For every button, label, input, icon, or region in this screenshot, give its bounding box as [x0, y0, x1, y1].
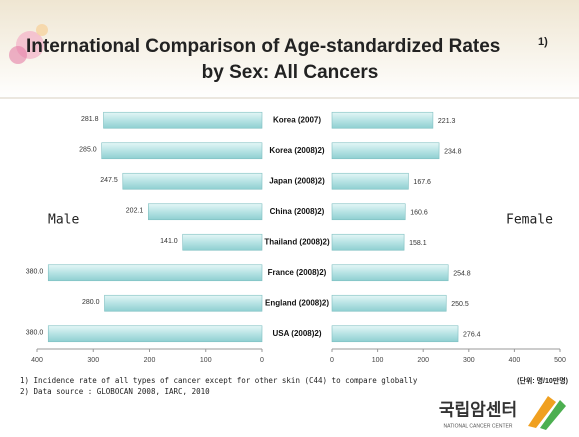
category-label: Korea (2007) — [273, 115, 321, 124]
title-note: 1) — [538, 36, 548, 48]
value-label: 380.0 — [26, 269, 44, 276]
title-band — [0, 0, 579, 100]
x-tick-label: 200 — [417, 357, 429, 364]
bar — [331, 142, 440, 160]
bar — [182, 233, 263, 251]
chart-title: International Comparison of Age-standard… — [26, 36, 500, 57]
category-label: England (2008)2) — [265, 298, 329, 307]
value-label: 250.5 — [451, 301, 469, 308]
value-label: 247.5 — [100, 177, 118, 184]
value-label: 141.0 — [160, 238, 178, 245]
value-label: 281.8 — [81, 116, 99, 123]
plot: 400 300 200 100 0 0 100 200 300 400 500 Korea (2007… — [26, 111, 566, 364]
x-tick-label: 300 — [463, 357, 475, 364]
logo-text: 국립암센터 — [439, 400, 517, 419]
value-label: 234.8 — [444, 149, 462, 156]
category-label: China (2008)2) — [270, 207, 325, 216]
bar — [103, 111, 263, 129]
bar — [331, 172, 409, 190]
bar — [331, 264, 449, 282]
value-label: 158.1 — [409, 240, 427, 247]
bar — [47, 264, 263, 282]
category-label: Thailand (2008)2) — [264, 237, 330, 246]
value-label: 276.4 — [463, 332, 481, 339]
bar — [331, 203, 406, 221]
value-label: 254.8 — [453, 271, 471, 278]
bar — [331, 233, 405, 251]
bar — [104, 294, 263, 312]
bar — [331, 294, 447, 312]
x-tick-label: 200 — [144, 357, 156, 364]
footnote: 2) Data source : GLOBOCAN 2008, IARC, 20… — [20, 387, 210, 396]
x-tick-label: 100 — [200, 357, 212, 364]
footnote: 1) Incidence rate of all types of cancer… — [20, 376, 418, 385]
bar — [331, 325, 459, 343]
category-label: USA (2008)2) — [272, 329, 321, 338]
value-label: 202.1 — [126, 208, 144, 215]
x-tick-label: 400 — [31, 357, 43, 364]
value-label: 221.3 — [438, 118, 456, 125]
unit-label: (단위: 명/10만명) — [517, 376, 568, 385]
bar — [331, 111, 434, 129]
x-tick-label: 500 — [554, 357, 566, 364]
value-label: 160.6 — [410, 210, 428, 217]
value-label: 280.0 — [82, 299, 100, 306]
x-tick-label: 400 — [509, 357, 521, 364]
bar — [101, 142, 263, 160]
x-tick-label: 0 — [260, 357, 264, 364]
logo-mark — [540, 400, 566, 430]
male-label: Male — [48, 213, 79, 228]
category-label: France (2008)2) — [268, 268, 327, 277]
logo-mark — [528, 396, 556, 428]
logo-subtext: NATIONAL CANCER CENTER — [444, 423, 513, 429]
category-label: Korea (2008)2) — [269, 146, 324, 155]
chart-subtitle: by Sex: All Cancers — [202, 62, 379, 83]
bar — [122, 172, 263, 190]
value-label: 285.0 — [79, 147, 97, 154]
value-label: 380.0 — [26, 330, 44, 337]
x-tick-label: 100 — [372, 357, 384, 364]
x-tick-label: 300 — [87, 357, 99, 364]
flower-decoration — [9, 24, 48, 64]
bar — [148, 203, 263, 221]
value-label: 167.6 — [413, 179, 431, 186]
category-label: Japan (2008)2) — [269, 176, 325, 185]
x-tick-label: 0 — [330, 357, 334, 364]
female-label: Female — [506, 213, 553, 228]
bar — [47, 325, 263, 343]
